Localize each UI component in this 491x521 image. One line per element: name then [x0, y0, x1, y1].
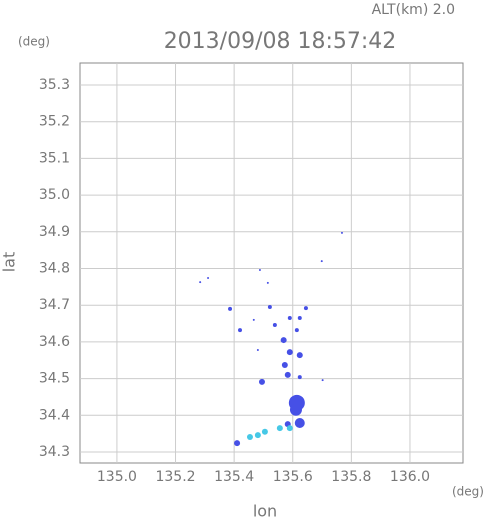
- y-unit: (deg): [18, 35, 50, 49]
- echo-point: [296, 352, 303, 359]
- echo-point: [287, 316, 292, 321]
- echo-point: [286, 425, 293, 432]
- echo-point: [321, 379, 324, 382]
- echo-point: [237, 328, 242, 333]
- echo-point: [289, 403, 302, 416]
- y-tick-label: 34.7: [39, 297, 70, 313]
- echo-point: [207, 277, 210, 280]
- echo-point: [297, 375, 302, 380]
- y-axis-label: lat: [0, 252, 19, 273]
- chart-title: 2013/09/08 18:57:42: [164, 29, 397, 54]
- y-tick-label: 34.6: [39, 334, 70, 350]
- altitude: ALT(km) 2.0: [372, 2, 455, 18]
- echo-point: [320, 260, 323, 263]
- echo-point: [261, 428, 268, 435]
- y-tick-label: 34.4: [39, 407, 70, 423]
- y-tick-label: 34.5: [39, 371, 70, 387]
- echo-point: [266, 281, 269, 284]
- y-tick-label: 34.9: [39, 224, 70, 240]
- x-tick-label: 136.0: [390, 469, 430, 485]
- echo-point: [228, 306, 233, 311]
- echo-point: [199, 281, 202, 284]
- echo-point: [280, 337, 287, 344]
- y-tick-label: 34.8: [39, 261, 70, 277]
- echo-point: [246, 433, 253, 440]
- x-tick-label: 135.6: [273, 469, 313, 485]
- echo-point: [258, 378, 265, 385]
- y-tick-label: 35.2: [39, 114, 70, 130]
- x-tick-label: 135.2: [155, 469, 195, 485]
- echo-point: [294, 418, 305, 428]
- plot-frame: [79, 62, 464, 464]
- echo-point: [284, 371, 291, 378]
- echo-point: [303, 306, 308, 311]
- echo-point: [254, 432, 261, 439]
- x-tick-label: 135.4: [214, 469, 254, 485]
- x-unit: (deg): [452, 485, 484, 499]
- y-tick-label: 35.3: [39, 77, 70, 93]
- echo-point: [258, 268, 261, 271]
- y-tick-label: 35.0: [39, 187, 70, 203]
- echo-point: [267, 305, 272, 310]
- echo-point: [276, 425, 283, 432]
- x-axis-label: lon: [253, 502, 277, 521]
- y-tick-label: 34.3: [39, 444, 70, 460]
- echo-point: [234, 440, 241, 447]
- echo-point: [281, 362, 288, 369]
- echo-point: [294, 328, 299, 333]
- echo-point: [286, 349, 293, 356]
- echo-point: [340, 231, 343, 234]
- echo-point: [272, 323, 277, 328]
- echo-point: [252, 318, 255, 321]
- x-tick-label: 135.0: [97, 469, 137, 485]
- x-tick-label: 135.8: [331, 469, 371, 485]
- echo-point: [297, 316, 302, 321]
- y-tick-label: 35.1: [39, 150, 70, 166]
- echo-point: [256, 348, 259, 351]
